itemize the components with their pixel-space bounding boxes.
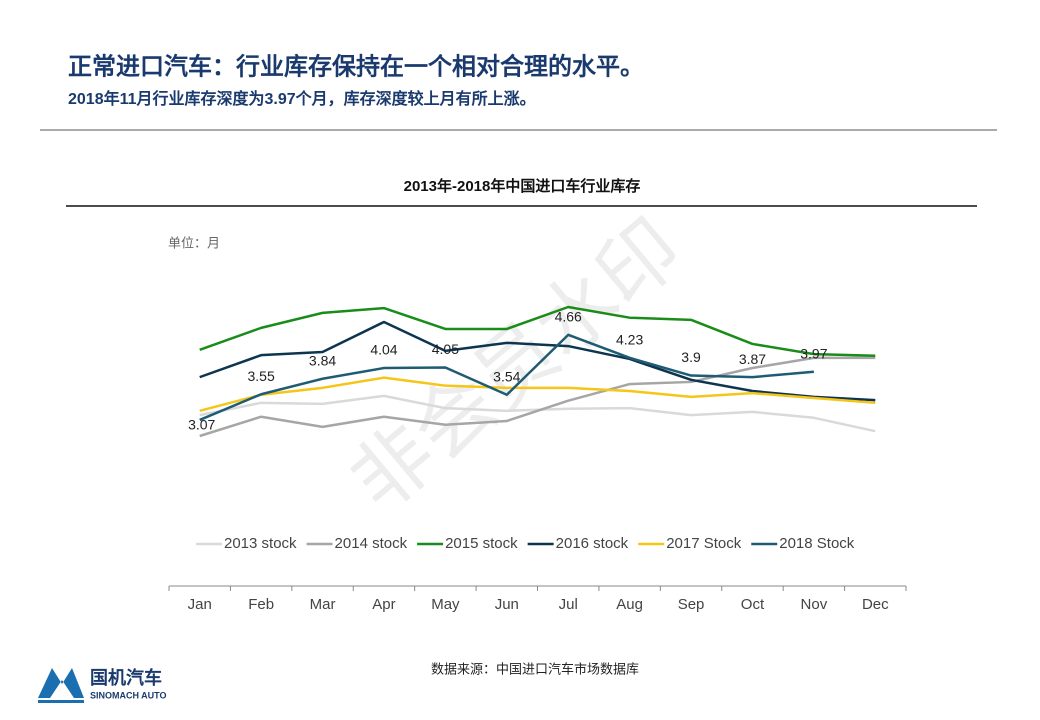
slide-subtitle: 2018年11月行业库存深度为3.97个月，库存深度较上月有所上涨。 xyxy=(68,89,536,108)
x-tick-label: Jun xyxy=(495,596,519,613)
series-line xyxy=(199,333,814,422)
x-tick-label: Feb xyxy=(248,596,274,613)
series-line xyxy=(199,356,876,438)
x-tick-label: Mar xyxy=(310,596,336,613)
legend-label: 2018 Stock xyxy=(779,535,855,552)
legend-label: 2015 stock xyxy=(445,535,518,552)
source: 数据来源：中国进口汽车市场数据库 xyxy=(431,661,639,676)
x-tick-label: Aug xyxy=(616,596,643,613)
data-label: 3.55 xyxy=(248,368,275,384)
unit-label: 单位：月 xyxy=(168,235,220,250)
x-tick-label: Jan xyxy=(188,596,212,613)
legend-label: 2013 stock xyxy=(224,535,297,552)
data-label: 4.23 xyxy=(616,332,643,348)
data-label: 3.84 xyxy=(309,352,336,368)
logo-mark xyxy=(38,668,84,698)
series-line xyxy=(199,376,876,413)
data-label: 4.05 xyxy=(432,341,459,357)
chart-title: 2013年-2018年中国进口车行业库存 xyxy=(404,177,641,195)
data-label: 3.07 xyxy=(188,417,215,433)
x-tick-label: Nov xyxy=(801,596,828,613)
series-line xyxy=(199,305,876,357)
slide-title: 正常进口汽车：行业库存保持在一个相对合理的水平。 xyxy=(68,52,644,80)
data-label: 3.9 xyxy=(681,349,701,365)
logo-en: SINOMACH AUTO xyxy=(90,690,167,700)
x-tick-label: Jul xyxy=(559,596,578,613)
data-label: 3.97 xyxy=(800,345,827,361)
x-tick-label: Oct xyxy=(741,596,765,613)
data-label: 4.66 xyxy=(555,309,582,325)
x-tick-label: Apr xyxy=(372,596,395,613)
series-line xyxy=(199,320,876,402)
x-tick-label: Sep xyxy=(678,596,705,613)
x-tick-label: May xyxy=(431,596,460,613)
legend-label: 2014 stock xyxy=(335,535,408,552)
data-label: 3.54 xyxy=(493,368,520,384)
watermark: 非会员水印 xyxy=(334,202,698,527)
logo-cn: 国机汽车 xyxy=(90,667,162,688)
legend-label: 2016 stock xyxy=(556,535,629,552)
logo-base xyxy=(38,700,84,703)
legend-label: 2017 Stock xyxy=(666,535,742,552)
data-label: 3.87 xyxy=(739,351,766,367)
x-tick-label: Dec xyxy=(862,596,889,613)
data-label: 4.04 xyxy=(370,342,397,358)
